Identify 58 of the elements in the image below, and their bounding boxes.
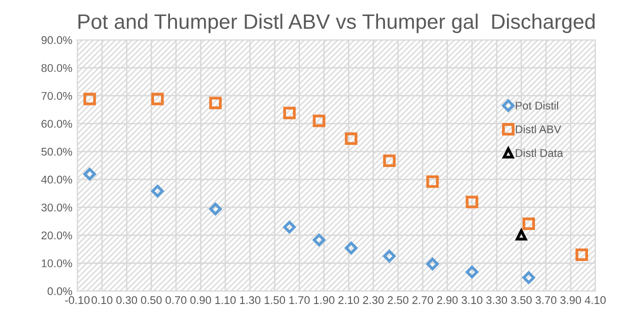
x-tick-label: 4.10 <box>584 296 606 304</box>
x-tick-label: 3.10 <box>462 296 482 304</box>
chart-title: Pot and Thumper Distl ABV vs Thumper gal Discharged <box>78 14 595 34</box>
x-tick-label: 0.50 <box>140 296 162 304</box>
x-tick-label: 0.30 <box>116 296 138 304</box>
y-tick-label: 80.0% <box>41 64 72 72</box>
x-tick-label: 2.90 <box>437 296 458 304</box>
point <box>576 248 588 262</box>
x-tick-label: 0.90 <box>190 296 212 304</box>
x-tick-label: 3.70 <box>536 296 556 304</box>
x-tick-label: 0.10 <box>92 296 112 304</box>
point <box>344 242 358 254</box>
point <box>383 154 396 167</box>
y-tick-label: 20.0% <box>42 231 72 240</box>
x-tick-label: 3.90 <box>560 296 582 304</box>
point <box>209 202 222 216</box>
y-tick-label: 70.0% <box>42 92 72 100</box>
legend-label: Pot Distil <box>516 101 558 110</box>
point <box>83 92 96 106</box>
point <box>209 96 222 110</box>
y-tick-label: 50.0% <box>41 148 72 156</box>
x-tick-label: 2.70 <box>412 296 434 304</box>
x-tick-label: 1.30 <box>240 296 260 304</box>
y-tick-label: 30.0% <box>41 204 72 212</box>
y-tick-label: 90.0% <box>42 36 72 44</box>
x-tick-label: 1.50 <box>264 296 286 304</box>
x-tick-label: 1.90 <box>314 296 334 304</box>
x-tick-label: 2.50 <box>388 296 408 304</box>
y-tick-label: 40.0% <box>41 176 72 184</box>
x-tick-label: 0.70 <box>166 296 186 304</box>
point <box>466 266 478 278</box>
point <box>151 184 164 198</box>
legend-label: Distl Data <box>516 148 564 157</box>
x-tick-label: 3.30 <box>486 296 508 304</box>
y-tick-label: 10.0% <box>42 259 72 268</box>
point <box>516 229 527 240</box>
point <box>522 218 535 230</box>
point <box>426 258 439 270</box>
point <box>151 92 164 106</box>
point <box>344 132 358 145</box>
point <box>312 114 326 128</box>
point <box>426 175 439 188</box>
point <box>466 196 478 208</box>
x-tick-label: 2.30 <box>363 296 384 304</box>
x-tick-label: 2.10 <box>338 296 360 304</box>
y-tick-label: 0.0% <box>48 287 72 296</box>
point <box>522 271 536 284</box>
point <box>383 250 396 262</box>
x-tick-label: 1.70 <box>289 296 310 304</box>
legend-label: Distl ABV <box>516 125 562 134</box>
y-tick-label: 60.0% <box>42 120 72 128</box>
x-tick-label: 3.50 <box>510 296 532 304</box>
point <box>312 234 326 246</box>
point <box>83 168 96 180</box>
point <box>283 106 296 120</box>
point <box>283 220 296 234</box>
x-tick-label: 1.10 <box>215 296 236 304</box>
x-tick-label: -0.10 <box>65 296 90 304</box>
